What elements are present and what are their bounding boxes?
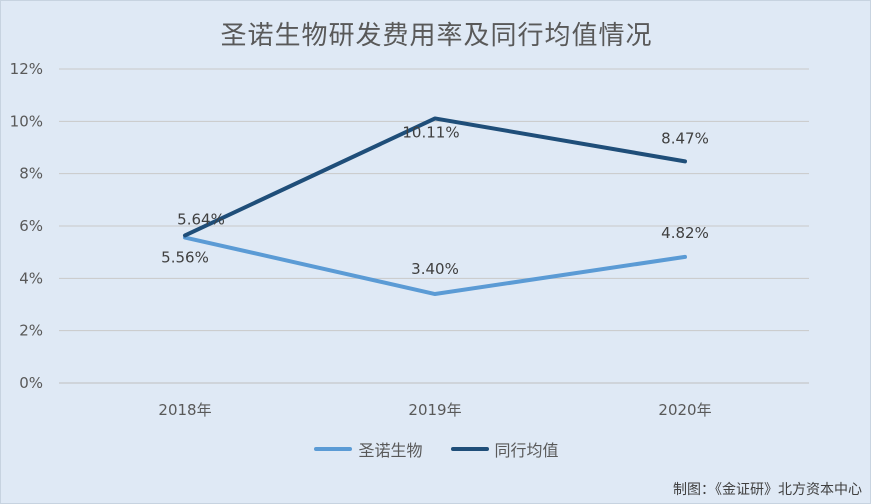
x-tick-label: 2019年 — [408, 401, 461, 419]
legend-swatch — [314, 447, 353, 451]
y-tick-label: 6% — [19, 217, 43, 235]
y-tick-label: 4% — [19, 269, 43, 287]
legend-swatch — [450, 447, 489, 451]
legend-item: 同行均值 — [450, 437, 559, 461]
legend-label: 圣诺生物 — [358, 441, 423, 460]
chart-title: 圣诺生物研发费用率及同行均值情况 — [220, 21, 653, 51]
data-label: 5.64% — [177, 210, 225, 228]
legend-item: 圣诺生物 — [314, 437, 423, 461]
data-label: 5.56% — [161, 249, 209, 267]
data-label: 3.40% — [411, 260, 459, 278]
x-tick-label: 2018年 — [158, 401, 211, 419]
series-line-1 — [183, 235, 687, 297]
y-tick-label: 12% — [10, 60, 43, 78]
source-note: 制图：《金证研》北方资本中心 — [673, 482, 862, 498]
data-label: 10.11% — [402, 123, 459, 141]
data-label: 8.47% — [661, 129, 709, 147]
legend: 圣诺生物 同行均值 — [1, 437, 871, 461]
legend-label: 同行均值 — [494, 441, 559, 460]
y-tick-label: 8% — [19, 165, 43, 183]
y-tick-label: 10% — [10, 112, 43, 130]
data-label: 4.82% — [661, 224, 709, 242]
x-tick-label: 2020年 — [658, 401, 711, 419]
y-tick-label: 0% — [19, 374, 43, 392]
series-line-2 — [183, 116, 687, 238]
y-tick-label: 2% — [19, 322, 43, 340]
